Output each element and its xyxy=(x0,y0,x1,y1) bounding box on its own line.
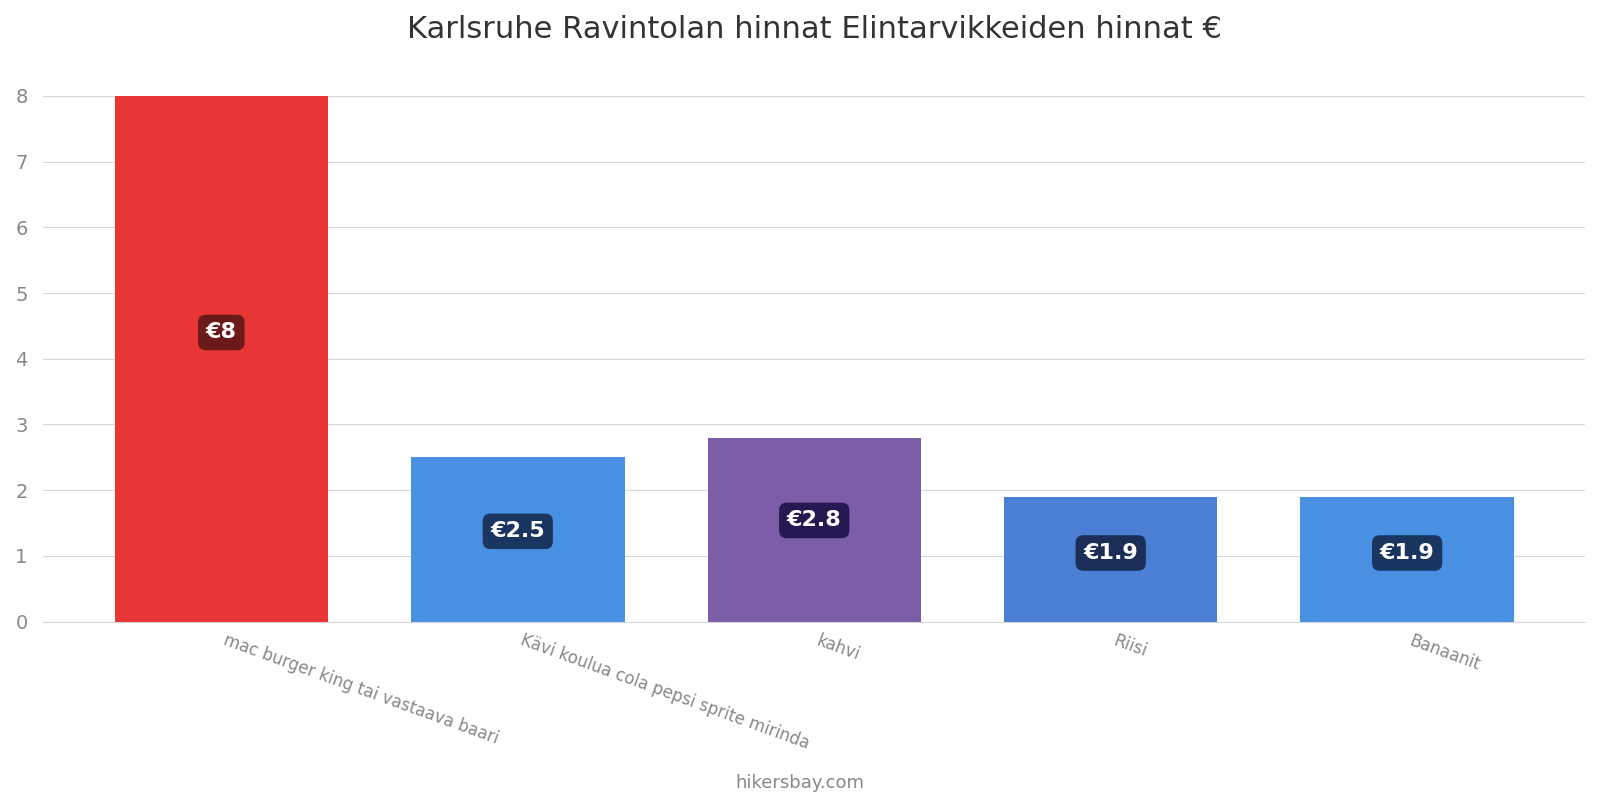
Text: €1.9: €1.9 xyxy=(1379,543,1435,563)
Bar xyxy=(1003,497,1218,622)
Text: hikersbay.com: hikersbay.com xyxy=(736,774,864,792)
Title: Karlsruhe Ravintolan hinnat Elintarvikkeiden hinnat €: Karlsruhe Ravintolan hinnat Elintarvikke… xyxy=(406,15,1222,44)
Bar xyxy=(707,438,922,622)
Bar xyxy=(115,96,328,622)
Text: €2.8: €2.8 xyxy=(787,510,842,530)
Text: €1.9: €1.9 xyxy=(1083,543,1138,563)
Text: €2.5: €2.5 xyxy=(491,522,546,542)
Bar xyxy=(411,458,624,622)
Text: €8: €8 xyxy=(206,322,237,342)
Bar xyxy=(1301,497,1514,622)
